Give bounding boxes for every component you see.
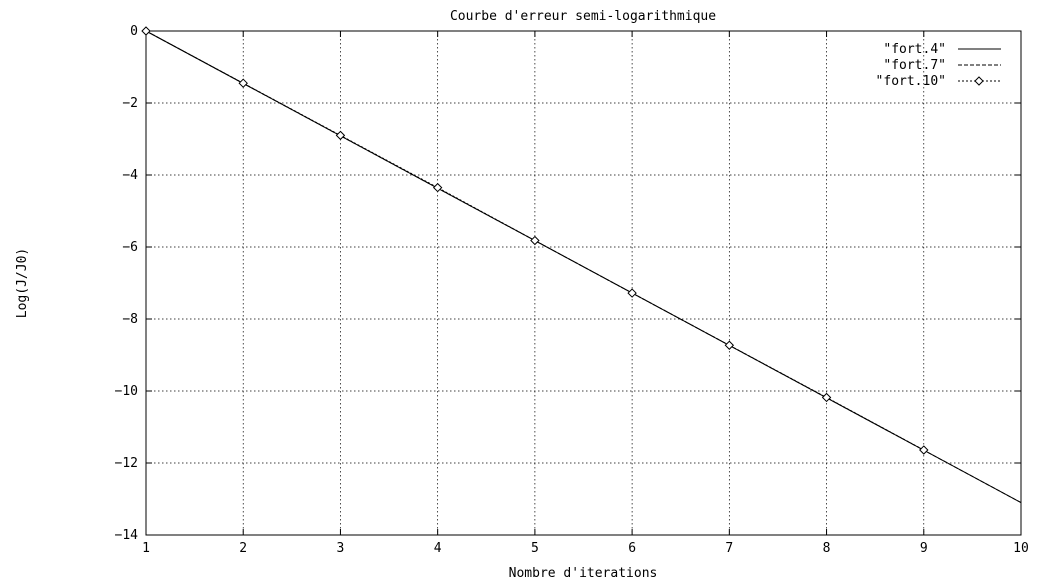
- y-tick-label: −4: [122, 168, 138, 183]
- x-tick-label: 7: [725, 541, 733, 556]
- series-point: [432, 182, 443, 193]
- grid-lines: [146, 31, 1021, 535]
- y-tick-label: −12: [115, 456, 138, 471]
- x-tick-label: 3: [337, 541, 345, 556]
- series-point: [238, 78, 248, 88]
- legend: "fort.4""fort.7""fort.10": [876, 42, 1001, 89]
- y-tick-label: −10: [115, 384, 138, 399]
- series-point: [627, 288, 637, 298]
- axes: [145, 30, 1022, 536]
- x-tick-labels: 1 2 3 4 5 6 7 8 9 10: [142, 541, 1029, 556]
- y-tick-labels: 0 −2 −4 −6 −8 −10 −12 −14: [115, 24, 139, 543]
- x-tick-label: 9: [920, 541, 928, 556]
- series-point: [821, 392, 832, 403]
- y-tick-label: −14: [115, 528, 139, 543]
- series-point: [530, 235, 540, 246]
- x-tick-label: 2: [239, 541, 247, 556]
- legend-marker: [974, 76, 984, 86]
- legend-label-2: "fort.7": [883, 58, 946, 73]
- y-tick-label: 0: [130, 24, 138, 39]
- series-point: [919, 445, 929, 455]
- x-axis-label: Nombre d'iterations: [509, 566, 658, 581]
- series-point: [141, 26, 151, 36]
- x-tick-label: 5: [531, 541, 539, 556]
- x-tick-label: 10: [1013, 541, 1029, 556]
- series-group: [141, 26, 1022, 504]
- y-tick-label: −8: [122, 312, 138, 327]
- y-tick-label: −2: [122, 96, 138, 111]
- y-axis-label: Log(J/J0): [15, 248, 30, 318]
- x-tick-label: 1: [142, 541, 150, 556]
- y-tick-label: −6: [122, 240, 138, 255]
- series-point: [724, 340, 735, 350]
- x-tick-label: 6: [628, 541, 636, 556]
- x-tick-label: 4: [434, 541, 442, 556]
- legend-label-1: "fort.4": [883, 42, 946, 57]
- x-tick-label: 8: [823, 541, 831, 556]
- chart-title: Courbe d'erreur semi-logarithmique: [450, 9, 716, 24]
- legend-label-3: "fort.10": [876, 74, 946, 89]
- plot-frame: [145, 30, 1022, 536]
- series-point: [335, 130, 346, 141]
